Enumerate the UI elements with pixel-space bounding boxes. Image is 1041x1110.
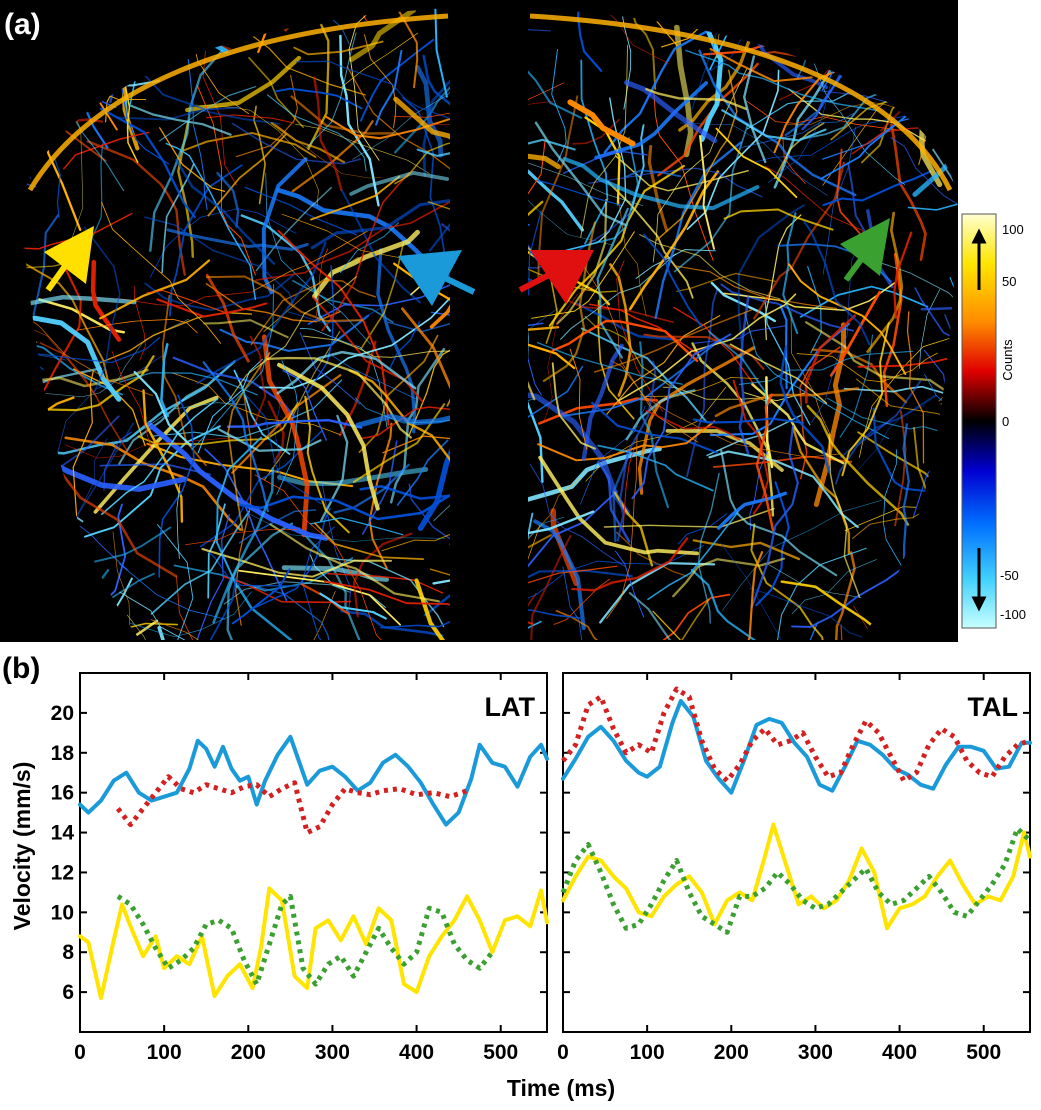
- series-line-2: [78, 886, 549, 1001]
- colorbar: 100 50 0 -50 -100 Counts: [961, 213, 1026, 629]
- panel-b-label: (b): [2, 652, 40, 685]
- chart-lat: LAT 0 100 200 300 400 500 6 8 10 12 14 16 18 20: [51, 672, 549, 1064]
- x-tick-label: 400: [882, 1041, 917, 1064]
- series-line-1: [561, 686, 1031, 784]
- x-tick-label: 200: [714, 1041, 749, 1064]
- chart-tal: TAL 0 100 200 300 400 500: [557, 672, 1032, 1064]
- green-arrow: [840, 218, 890, 282]
- y-tick-label: 6: [62, 981, 74, 1004]
- series-line-2: [561, 822, 1032, 931]
- y-tick-label: 16: [51, 782, 74, 805]
- series-line-3: [116, 893, 495, 987]
- x-tick-label: 0: [557, 1041, 569, 1064]
- x-tick-label: 300: [315, 1041, 350, 1064]
- colorbar-tick-0: 0: [1002, 414, 1009, 429]
- plot-frame: [79, 672, 548, 1033]
- y-tick-label: 14: [51, 822, 75, 845]
- y-tick-label: 12: [51, 861, 74, 884]
- panel-a-label: (a): [4, 8, 41, 41]
- colorbar-tick-50: 50: [1002, 274, 1016, 289]
- y-tick-label: 18: [51, 742, 75, 765]
- colorbar-tick-neg100: -100: [1000, 607, 1026, 622]
- x-tick-label: 500: [483, 1041, 518, 1064]
- red-arrow: [518, 250, 594, 304]
- series-line-0: [78, 734, 549, 827]
- x-tick-label: 0: [74, 1041, 86, 1064]
- panel-b: (b) Velocity (mm/s) Time (ms) LAT 0 100 20…: [2, 652, 1032, 1101]
- chart-lat-title: LAT: [485, 692, 536, 722]
- y-axis-label: Velocity (mm/s): [9, 762, 35, 931]
- plot-frame: [562, 672, 1031, 1033]
- colorbar-label: Counts: [1000, 339, 1015, 381]
- chart-tal-title: TAL: [968, 692, 1018, 722]
- yellow-arrow: [44, 226, 94, 292]
- blue-arrow: [398, 250, 476, 306]
- x-axis-label: Time (ms): [507, 1075, 615, 1101]
- x-tick-label: 200: [231, 1041, 266, 1064]
- series-line-3: [560, 826, 1032, 935]
- series-line-1: [115, 774, 468, 836]
- x-tick-label: 400: [399, 1041, 434, 1064]
- x-tick-label: 500: [966, 1041, 1001, 1064]
- x-tick-label: 100: [147, 1041, 182, 1064]
- colorbar-tick-100: 100: [1002, 222, 1024, 237]
- colorbar-tick-neg50: -50: [1000, 568, 1019, 583]
- x-tick-label: 300: [798, 1041, 833, 1064]
- panel-a: (a) 100 50 0 -50 -100 Counts: [0, 0, 1026, 642]
- series-line-0: [561, 698, 1032, 795]
- x-tick-label: 100: [630, 1041, 665, 1064]
- y-tick-label: 10: [51, 901, 74, 924]
- y-tick-label: 8: [62, 941, 74, 964]
- y-tick-label: 20: [51, 702, 74, 725]
